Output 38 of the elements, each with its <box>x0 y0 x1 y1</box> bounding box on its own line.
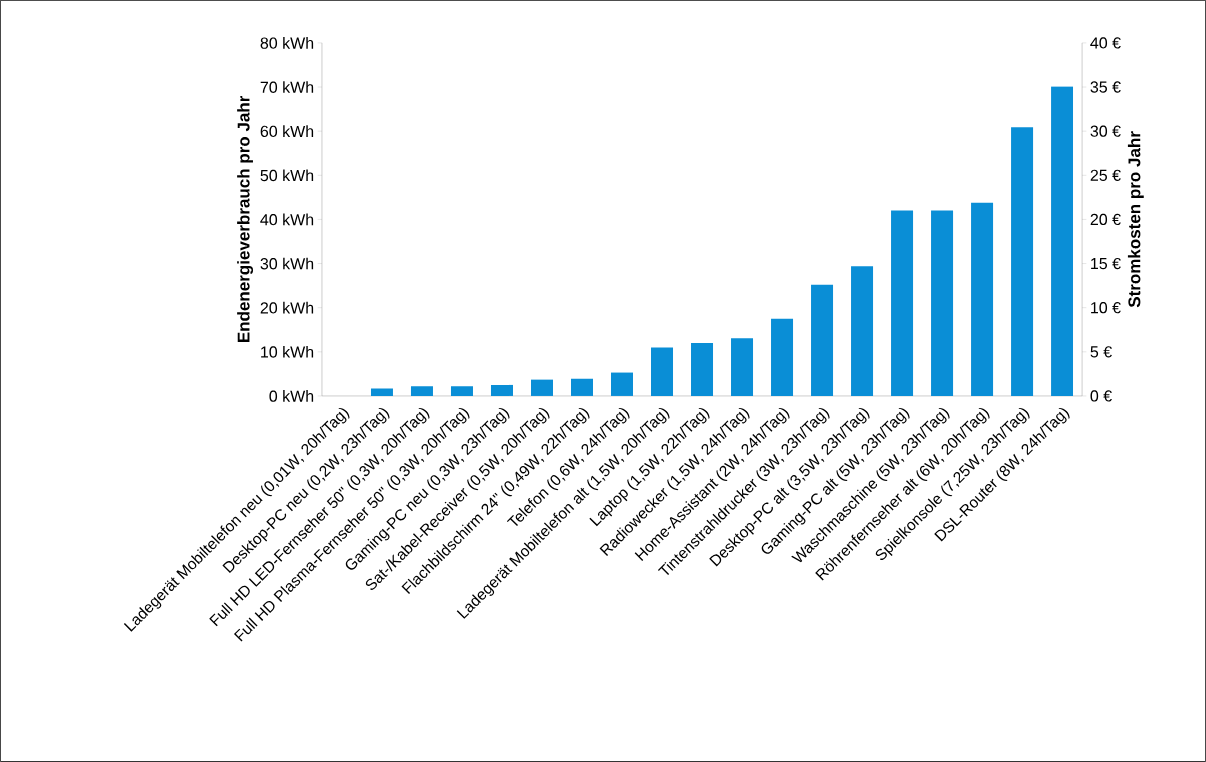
bar <box>370 388 393 396</box>
y2-tick-label: 35 € <box>1090 81 1121 93</box>
y2-tick-label: 15 € <box>1091 257 1121 270</box>
y2-tick-label: 30 € <box>1090 125 1121 137</box>
bar <box>571 378 593 396</box>
y-tick-label: 0 kWh <box>269 390 314 402</box>
y2-tick-label: 0 € <box>1090 390 1112 402</box>
y-tick-label: 40 kWh <box>260 213 314 226</box>
bar <box>1011 127 1034 396</box>
y-tick-label: 30 kWh <box>260 257 314 270</box>
bar <box>651 347 674 396</box>
bar <box>410 386 433 396</box>
y2-tick-label: 20 € <box>1090 213 1121 226</box>
bar <box>971 202 994 396</box>
bar <box>851 266 874 396</box>
bar <box>811 284 834 396</box>
y-tick-label: 20 kWh <box>260 301 314 314</box>
bar <box>731 338 754 396</box>
y2-axis-title: Stromkosten pro Jahr <box>1127 131 1144 308</box>
y-tick-label: 80 kWh <box>260 37 314 49</box>
y-tick-label: 10 kWh <box>261 346 314 358</box>
y2-tick-label: 10 € <box>1091 302 1121 314</box>
bar <box>450 386 473 396</box>
bar <box>1051 86 1074 396</box>
bar <box>490 384 513 396</box>
bar <box>611 372 634 396</box>
bar <box>530 379 553 396</box>
y-tick-label: 50 kWh <box>260 169 314 182</box>
y-tick-label: 70 kWh <box>260 81 314 93</box>
bar <box>691 343 714 396</box>
y2-tick-label: 5 € <box>1090 346 1112 358</box>
y-tick-label: 60 kWh <box>260 125 314 138</box>
bar <box>891 210 914 396</box>
y2-tick-label: 40 € <box>1090 37 1121 49</box>
bar <box>771 318 794 396</box>
bar <box>931 210 954 396</box>
y2-tick-label: 25 € <box>1090 169 1121 181</box>
y-axis-title: Endenergieverbrauch pro Jahr <box>237 95 254 343</box>
